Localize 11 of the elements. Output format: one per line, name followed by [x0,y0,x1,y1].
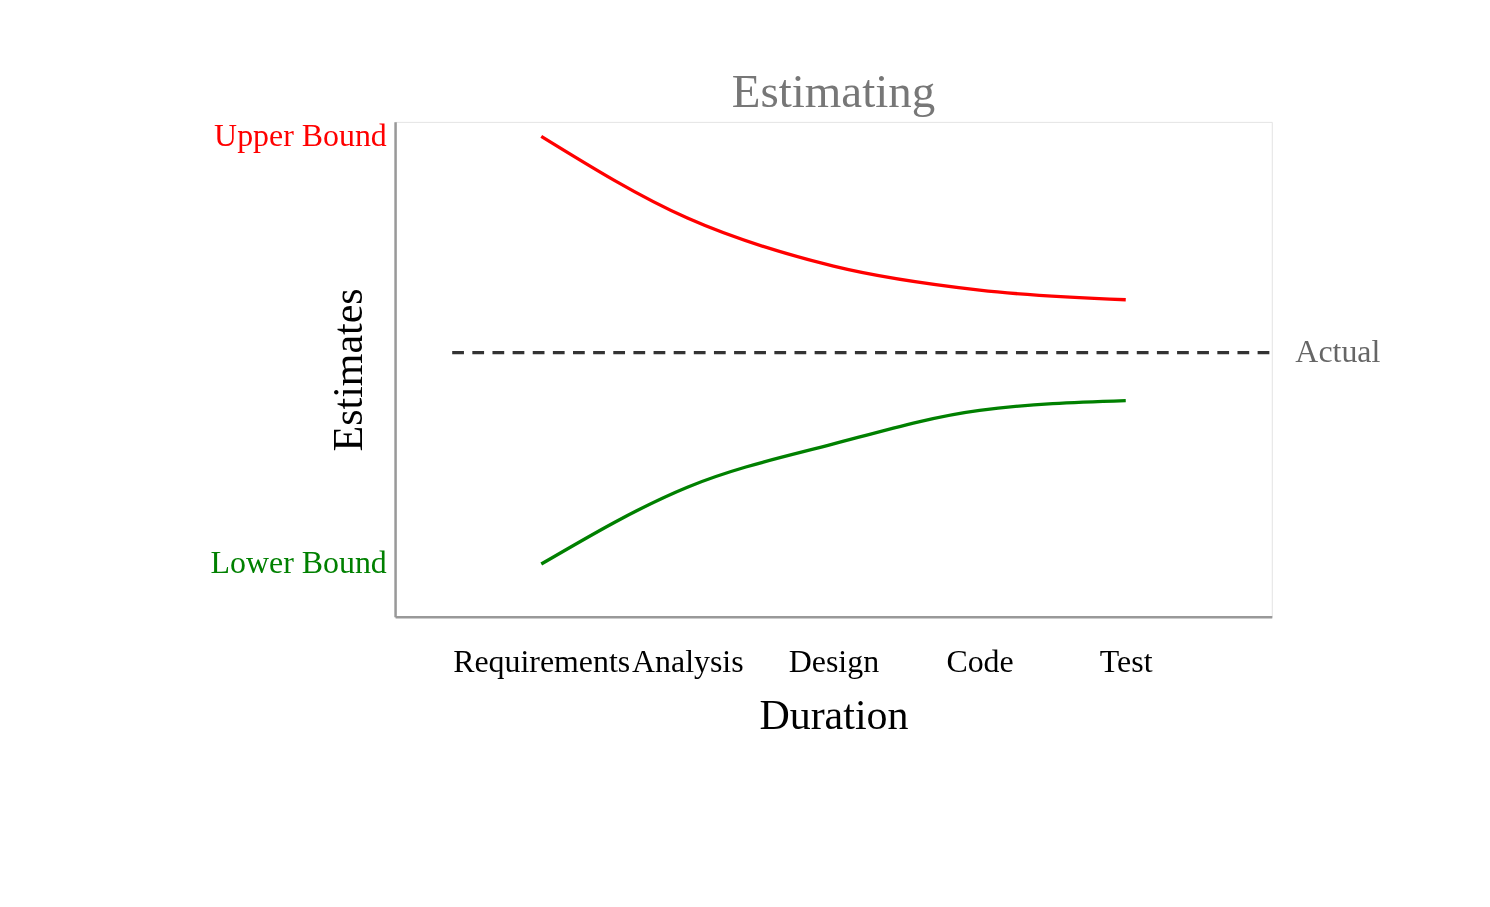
text: Lower Bound [210,545,387,581]
x-tick-label: Test [1099,643,1153,679]
text: Upper Bound [214,117,387,153]
x-tick-label: Code [946,643,1014,679]
x-tick-label: Analysis [632,643,744,679]
x-tick-label: Requirements [453,643,631,679]
ref-line-label: Actual [1295,333,1381,369]
x-tick-label: Design [788,643,880,679]
y-axis-title: Estimates [325,288,372,452]
x-axis-title: Duration [759,691,909,738]
chart-title: Estimating [731,65,936,117]
